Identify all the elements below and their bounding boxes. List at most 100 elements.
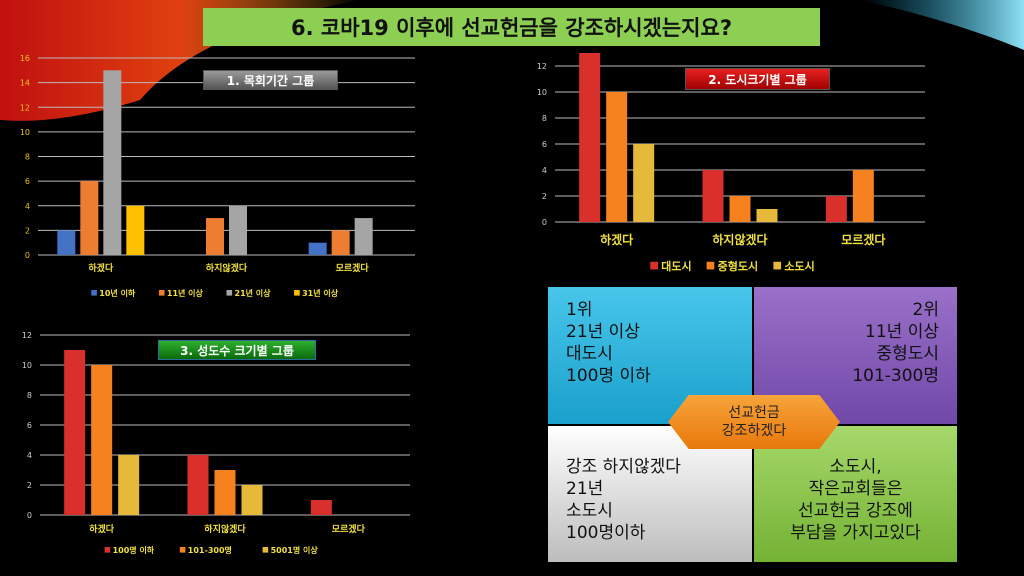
y-tick-label: 12 (22, 331, 32, 340)
legend-swatch (226, 290, 233, 296)
q4-line: 소도시, (829, 457, 882, 477)
q3-line: 21년 (566, 479, 604, 499)
y-tick-label: 10 (537, 88, 547, 97)
legend-label: 100명 이하 (113, 545, 155, 555)
y-tick-label: 12 (20, 103, 30, 112)
y-tick-label: 8 (542, 114, 547, 123)
y-tick-label: 8 (25, 153, 30, 162)
x-tick-label: 하지않겠다 (204, 523, 246, 535)
legend-swatch (706, 261, 715, 270)
q2-line: 101-300명 (852, 366, 939, 386)
legend-swatch (262, 547, 269, 553)
q3-line: 강조 하지않겠다 (566, 457, 681, 477)
bar-11년 이상-하겠다 (80, 181, 99, 255)
y-tick-label: 4 (27, 451, 32, 460)
legend-label: 5001명 이상 (271, 545, 319, 555)
legend-label: 중형도시 (718, 259, 758, 273)
y-tick-label: 2 (542, 192, 547, 201)
x-tick-label: 하지않겠다 (206, 262, 248, 274)
legend-swatch (158, 290, 165, 296)
legend-label: 대도시 (661, 259, 691, 273)
bar-21년 이상-하지않겠다 (229, 205, 247, 255)
bar-100명 이하-모르겠다 (310, 500, 332, 515)
legend-swatch (91, 290, 97, 296)
x-tick-label: 하겠다 (600, 232, 633, 247)
legend-swatch (650, 261, 658, 270)
chart3-title: 3. 성도수 크기별 그룹 (158, 340, 316, 360)
y-tick-label: 16 (20, 54, 30, 63)
bar-100명 이하-하지않겠다 (187, 455, 209, 515)
legend-swatch (773, 261, 782, 270)
x-tick-label: 모르겠다 (332, 523, 366, 535)
center-line: 선교헌금 (728, 405, 780, 421)
legend-label: 31년 이상 (302, 288, 339, 298)
q2-line: 11년 이상 (865, 322, 939, 342)
legend-label: 10년 이하 (99, 288, 136, 298)
q2-line: 중형도시 (876, 344, 939, 364)
y-tick-label: 2 (27, 481, 32, 490)
y-tick-label: 8 (27, 391, 32, 400)
bar-대도시-하겠다 (579, 53, 601, 222)
q1-line: 100명 이하 (566, 366, 651, 386)
x-tick-label: 하지않겠다 (712, 232, 767, 247)
x-tick-label: 하겠다 (89, 523, 115, 535)
q3-line: 소도시 (566, 501, 613, 521)
bar-5001명 이상-하겠다 (118, 455, 140, 515)
legend-label: 소도시 (784, 260, 814, 273)
y-tick-label: 6 (27, 421, 32, 430)
y-tick-label: 0 (27, 511, 32, 520)
q4-line: 부담을 가지고있다 (790, 523, 921, 543)
y-tick-label: 2 (25, 226, 30, 235)
bar-11년 이상-하지않겠다 (206, 218, 224, 255)
bar-101-300명-하지않겠다 (214, 470, 236, 515)
slide-title: 6. 코바19 이후에 선교헌금을 강조하시겠는지요? (203, 8, 820, 46)
legend-swatch (179, 547, 186, 553)
bar-21년 이상-모르겠다 (354, 218, 373, 255)
y-tick-label: 0 (25, 251, 30, 260)
y-tick-label: 10 (22, 361, 32, 370)
y-tick-label: 6 (25, 177, 30, 186)
x-tick-label: 하겠다 (88, 262, 114, 274)
y-tick-label: 4 (25, 202, 30, 211)
q1-line: 대도시 (566, 344, 613, 364)
bar-21년 이상-하겠다 (103, 70, 122, 255)
y-tick-label: 12 (537, 62, 547, 71)
y-tick-label: 10 (20, 128, 30, 137)
q4-line: 작은교회들은 (808, 479, 903, 499)
bar-중형도시-하겠다 (606, 92, 628, 222)
chart1-title: 1. 목회기간 그룹 (203, 70, 338, 90)
y-tick-label: 4 (542, 166, 547, 175)
bar-100명 이하-하겠다 (64, 350, 86, 515)
legend-swatch (104, 547, 111, 553)
legend-label: 101-300명 (188, 545, 232, 555)
q3-line: 100명이하 (566, 523, 646, 543)
bar-5001명 이상-하지않겠다 (241, 485, 263, 515)
q1-line: 21년 이상 (566, 322, 640, 342)
y-tick-label: 6 (542, 140, 547, 149)
legend-label: 21년 이상 (235, 288, 272, 298)
bar-대도시-하지않겠다 (702, 170, 724, 222)
q4-line: 선교헌금 강조에 (798, 501, 913, 521)
y-tick-label: 0 (542, 218, 547, 227)
summary-rank2: 2위 11년 이상 중형도시 101-300명 (754, 287, 957, 424)
x-tick-label: 모르겠다 (841, 232, 885, 247)
bar-10년 이하-모르겠다 (308, 242, 327, 255)
bar-소도시-하지않겠다 (756, 209, 778, 222)
bar-소도시-하겠다 (633, 144, 655, 222)
chart2-title: 2. 도시크기별 그룹 (685, 68, 830, 90)
legend-swatch (294, 290, 300, 296)
bar-10년 이하-하겠다 (57, 230, 76, 255)
bar-대도시-모르겠다 (825, 196, 847, 222)
legend-label: 11년 이상 (167, 288, 204, 298)
y-tick-label: 14 (20, 79, 30, 88)
q1-line: 1위 (566, 300, 593, 320)
bar-101-300명-하겠다 (91, 365, 113, 515)
q2-line: 2위 (912, 300, 939, 320)
bar-중형도시-하지않겠다 (729, 196, 751, 222)
bar-11년 이상-모르겠다 (331, 230, 350, 255)
center-line: 강조하겠다 (721, 423, 787, 439)
bar-중형도시-모르겠다 (852, 170, 874, 222)
